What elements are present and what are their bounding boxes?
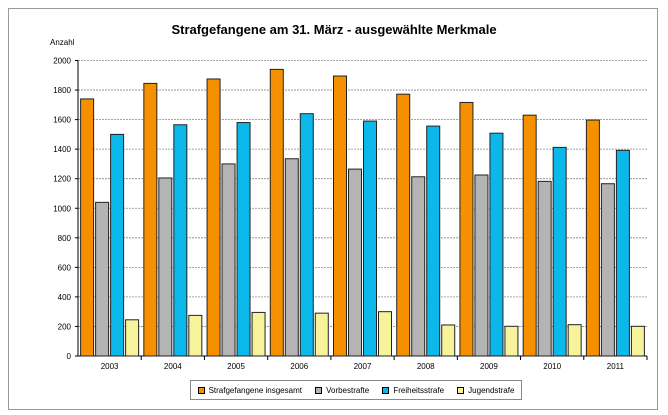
y-tick-label: 1000	[53, 204, 71, 213]
legend-swatch	[382, 386, 390, 394]
bar-vorbestrafte	[474, 174, 489, 357]
bar-freiheitsstrafe	[299, 113, 314, 357]
bar-jugendstrafe	[251, 311, 266, 357]
legend-item: Jugendstrafe	[457, 386, 514, 395]
bar-strafgefangene-insgesamt	[333, 75, 347, 357]
bar-freiheitsstrafe	[552, 146, 567, 357]
bar-freiheitsstrafe	[363, 120, 377, 357]
chart-title: Strafgefangene am 31. März - ausgewählte…	[171, 22, 497, 37]
x-tick-label: 2008	[417, 362, 435, 371]
bar-vorbestrafte	[221, 163, 236, 357]
y-tick-label: 1400	[53, 145, 71, 154]
y-tick-label: 600	[58, 263, 72, 272]
bar-jugendstrafe	[630, 325, 645, 357]
bar-jugendstrafe	[188, 314, 203, 357]
bar-strafgefangene-insgesamt	[585, 119, 600, 357]
legend-item: Freiheitsstrafe	[382, 386, 444, 395]
bar-jugendstrafe	[441, 324, 456, 357]
bar-vorbestrafte	[411, 176, 426, 357]
bar-jugendstrafe	[504, 325, 519, 357]
x-tick-label: 2007	[354, 362, 372, 371]
bar-vorbestrafte	[158, 177, 173, 357]
legend-label: Freiheitsstrafe	[393, 385, 445, 395]
y-tick-label: 1200	[53, 175, 71, 184]
bar-vorbestrafte	[284, 158, 299, 357]
bar-jugendstrafe	[125, 319, 140, 357]
bar-vorbestrafte	[95, 201, 110, 357]
bar-jugendstrafe	[567, 324, 582, 357]
legend-label: Jugendstrafe	[468, 385, 515, 395]
legend-item: Strafgefangene insgesamt	[197, 385, 302, 395]
y-tick-label: 1600	[53, 116, 71, 125]
y-tick-label: 400	[58, 293, 72, 302]
y-tick-label: 0	[67, 352, 72, 361]
x-tick-label: 2006	[290, 362, 308, 371]
bar-strafgefangene-insgesamt	[269, 68, 284, 357]
bar-strafgefangene-insgesamt	[143, 82, 158, 357]
bar-vorbestrafte	[600, 183, 615, 357]
bar-freiheitsstrafe	[236, 122, 251, 357]
bar-jugendstrafe	[314, 312, 329, 357]
y-axis-label: Anzahl	[50, 38, 75, 47]
bar-freiheitsstrafe	[426, 125, 441, 357]
bar-strafgefangene-insgesamt	[80, 98, 95, 357]
x-tick-label: 2003	[101, 362, 119, 371]
bar-strafgefangene-insgesamt	[459, 101, 474, 357]
bar-vorbestrafte	[537, 180, 552, 357]
y-tick-label: 2000	[53, 57, 71, 66]
bar-jugendstrafe	[378, 311, 392, 357]
x-tick-label: 2009	[480, 362, 498, 371]
bar-strafgefangene-insgesamt	[396, 93, 411, 357]
bar-freiheitsstrafe	[615, 149, 630, 357]
y-tick-label: 800	[58, 234, 72, 243]
bar-strafgefangene-insgesamt	[206, 78, 221, 357]
x-tick-label: 2004	[164, 362, 182, 371]
y-tick-label: 1800	[53, 86, 71, 95]
x-tick-label: 2005	[227, 362, 245, 371]
y-tick-label: 200	[58, 322, 72, 331]
legend-swatch	[197, 386, 205, 394]
legend-swatch	[315, 386, 323, 394]
bar-strafgefangene-insgesamt	[522, 114, 537, 357]
legend-label: Vorbestrafte	[326, 385, 370, 395]
bar-freiheitsstrafe	[489, 132, 504, 357]
legend-label: Strafgefangene insgesamt	[208, 385, 302, 395]
x-tick-label: 2010	[543, 362, 561, 371]
bar-freiheitsstrafe	[173, 124, 188, 357]
legend-item: Vorbestrafte	[315, 386, 369, 395]
legend-swatch	[457, 386, 465, 394]
bar-freiheitsstrafe	[110, 133, 125, 357]
bar-vorbestrafte	[348, 168, 362, 357]
legend: Strafgefangene insgesamt Vorbestrafte Frei…	[190, 380, 522, 400]
x-tick-label: 2011	[607, 362, 625, 371]
